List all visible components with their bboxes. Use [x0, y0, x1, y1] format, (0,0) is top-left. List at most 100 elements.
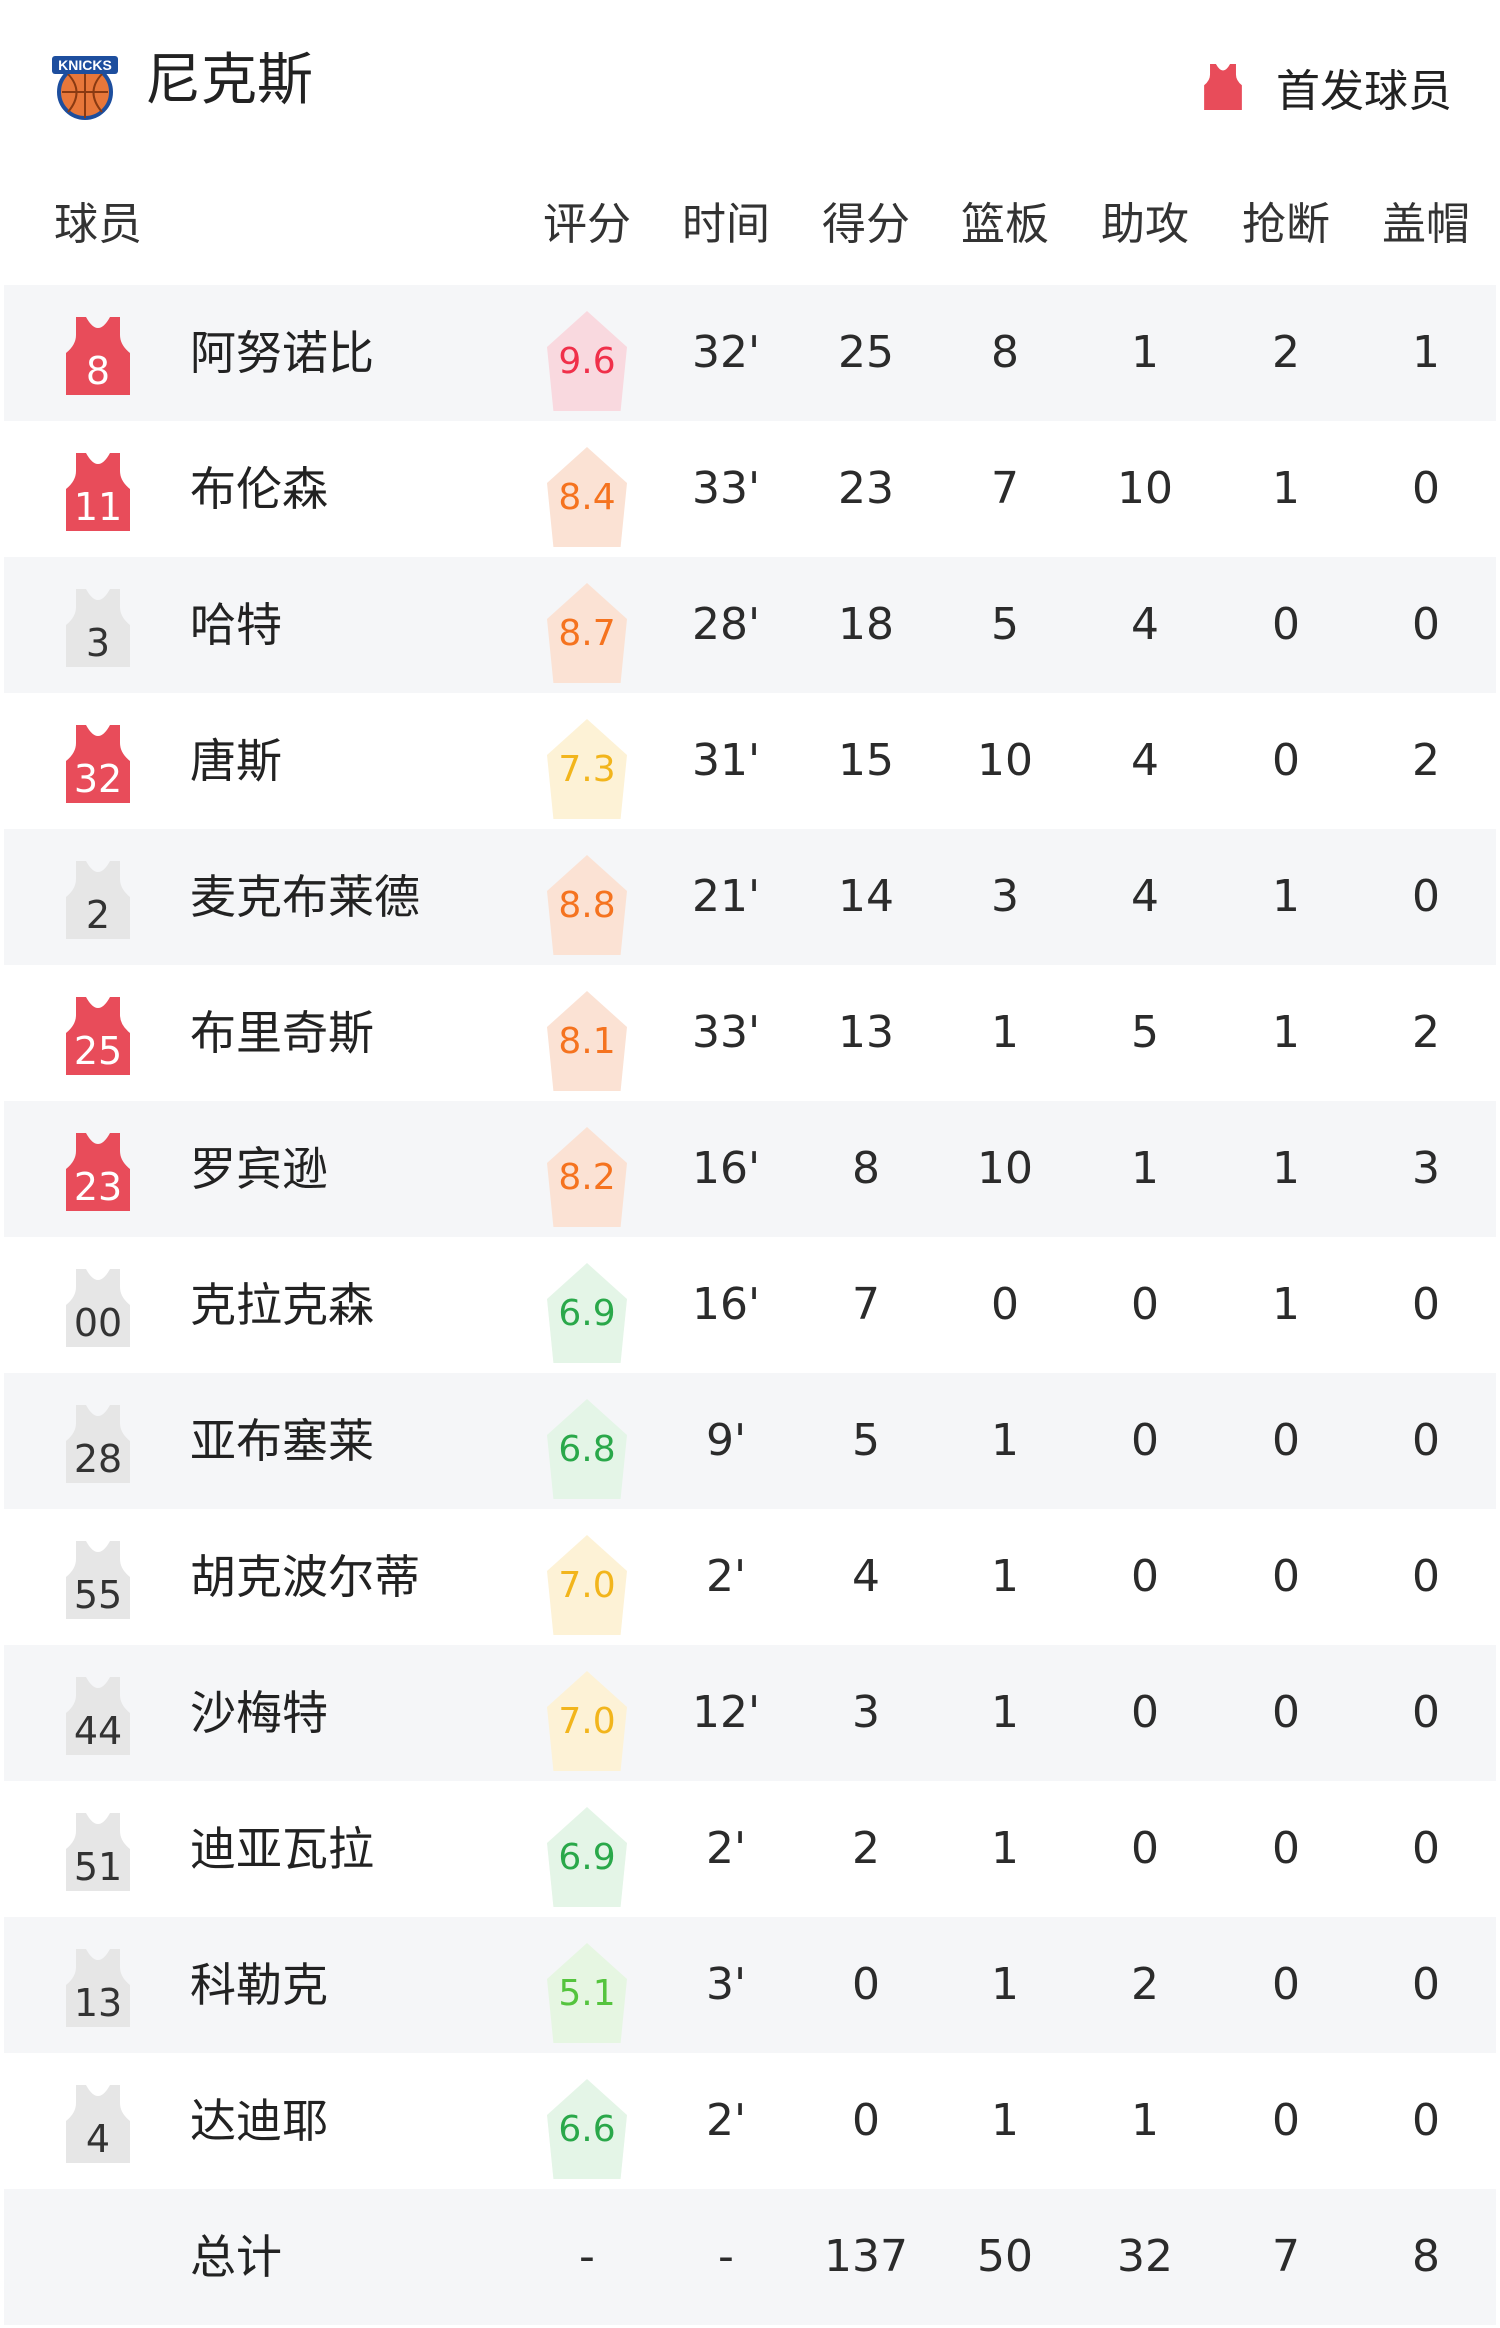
- jersey-icon: 11: [62, 453, 134, 531]
- stat-assists: 5: [1131, 1007, 1159, 1058]
- stat-steals: 1: [1272, 1279, 1300, 1330]
- jersey-number: 55: [73, 1573, 123, 1617]
- player-row[interactable]: 8 阿努诺比 9.6 32' 25 8 1 2 1: [4, 285, 1496, 421]
- rating-badge: 7.0: [547, 1671, 627, 1771]
- jersey-icon: 32: [62, 725, 134, 803]
- stat-blocks: 0: [1412, 1959, 1440, 2010]
- stat-points: 2: [852, 1823, 880, 1874]
- total-assists: 32: [1117, 2231, 1173, 2282]
- total-rating: -: [579, 2231, 595, 2282]
- player-name[interactable]: 哈特: [190, 598, 282, 652]
- jersey-icon: 51: [62, 1813, 134, 1891]
- header-time[interactable]: 时间: [682, 199, 770, 250]
- stat-points: 13: [838, 1007, 894, 1058]
- player-row[interactable]: 00 克拉克森 6.9 16' 7 0 0 1 0: [4, 1237, 1496, 1373]
- stat-blocks: 0: [1412, 871, 1440, 922]
- header-assists[interactable]: 助攻: [1101, 199, 1189, 250]
- player-name[interactable]: 科勒克: [190, 1958, 328, 2012]
- rating-badge: 6.6: [547, 2079, 627, 2179]
- stat-steals: 0: [1272, 1687, 1300, 1738]
- stat-steals: 2: [1272, 327, 1300, 378]
- player-name[interactable]: 亚布塞莱: [190, 1414, 374, 1468]
- stat-time: 2': [705, 1823, 747, 1874]
- total-rebounds: 50: [977, 2231, 1033, 2282]
- stat-time: 28': [691, 599, 761, 650]
- player-row[interactable]: 55 胡克波尔蒂 7.0 2' 4 1 0 0 0: [4, 1509, 1496, 1645]
- jersey-icon: [1204, 64, 1242, 110]
- stat-time: 2': [705, 2095, 747, 2146]
- player-name[interactable]: 布伦森: [190, 462, 328, 516]
- header-points[interactable]: 得分: [822, 199, 910, 250]
- stat-blocks: 0: [1412, 1551, 1440, 1602]
- stat-time: 9': [705, 1415, 747, 1466]
- player-row[interactable]: 13 科勒克 5.1 3' 0 1 2 0 0: [4, 1917, 1496, 2053]
- rating-badge: 5.1: [547, 1943, 627, 2043]
- header-blocks[interactable]: 盖帽: [1382, 199, 1470, 250]
- stat-steals: 0: [1272, 735, 1300, 786]
- header-steals[interactable]: 抢断: [1242, 199, 1330, 250]
- stat-rebounds: 0: [991, 1279, 1019, 1330]
- player-name[interactable]: 达迪耶: [190, 2094, 328, 2148]
- stat-blocks: 0: [1412, 1823, 1440, 1874]
- jersey-number: 4: [85, 2117, 111, 2161]
- stat-assists: 4: [1131, 871, 1159, 922]
- stat-assists: 0: [1131, 1551, 1159, 1602]
- player-row[interactable]: 28 亚布塞莱 6.8 9' 5 1 0 0 0: [4, 1373, 1496, 1509]
- stat-time: 16': [691, 1143, 761, 1194]
- jersey-icon: 2: [62, 861, 134, 939]
- stat-points: 8: [852, 1143, 880, 1194]
- stat-rebounds: 10: [977, 1143, 1033, 1194]
- stat-assists: 4: [1131, 599, 1159, 650]
- team-name: 尼克斯: [145, 48, 313, 113]
- player-row[interactable]: 25 布里奇斯 8.1 33' 13 1 5 1 2: [4, 965, 1496, 1101]
- jersey-icon: 44: [62, 1677, 134, 1755]
- stat-steals: 0: [1272, 1415, 1300, 1466]
- player-row[interactable]: 2 麦克布莱德 8.8 21' 14 3 4 1 0: [4, 829, 1496, 965]
- header-player: 球员: [54, 199, 142, 250]
- jersey-number: 2: [85, 893, 111, 937]
- stat-points: 3: [852, 1687, 880, 1738]
- total-steals: 7: [1272, 2231, 1300, 2282]
- player-row[interactable]: 3 哈特 8.7 28' 18 5 4 0 0: [4, 557, 1496, 693]
- jersey-number: 28: [73, 1437, 123, 1481]
- player-row[interactable]: 44 沙梅特 7.0 12' 3 1 0 0 0: [4, 1645, 1496, 1781]
- stat-rebounds: 5: [991, 599, 1019, 650]
- rating-badge: 8.4: [547, 447, 627, 547]
- player-name[interactable]: 布里奇斯: [190, 1006, 374, 1060]
- player-name[interactable]: 麦克布莱德: [190, 870, 420, 924]
- jersey-icon: 3: [62, 589, 134, 667]
- stat-rebounds: 1: [991, 1823, 1019, 1874]
- stat-rebounds: 1: [991, 1415, 1019, 1466]
- player-row[interactable]: 11 布伦森 8.4 33' 23 7 10 1 0: [4, 421, 1496, 557]
- player-name[interactable]: 罗宾逊: [190, 1142, 328, 1196]
- player-name[interactable]: 克拉克森: [190, 1278, 374, 1332]
- header-rebounds[interactable]: 篮板: [961, 199, 1049, 250]
- stat-steals: 0: [1272, 1823, 1300, 1874]
- player-name[interactable]: 唐斯: [190, 734, 282, 788]
- stat-assists: 0: [1131, 1823, 1159, 1874]
- stat-blocks: 2: [1412, 735, 1440, 786]
- player-row[interactable]: 23 罗宾逊 8.2 16' 8 10 1 1 3: [4, 1101, 1496, 1237]
- jersey-icon: 4: [62, 2085, 134, 2163]
- total-blocks: 8: [1412, 2231, 1440, 2282]
- jersey-number: 51: [73, 1845, 123, 1889]
- header-rating[interactable]: 评分: [543, 199, 631, 250]
- stat-blocks: 0: [1412, 599, 1440, 650]
- jersey-icon: 8: [62, 317, 134, 395]
- rating-badge: 6.8: [547, 1399, 627, 1499]
- stat-assists: 0: [1131, 1279, 1159, 1330]
- player-row[interactable]: 32 唐斯 7.3 31' 15 10 4 0 2: [4, 693, 1496, 829]
- stat-time: 32': [691, 327, 761, 378]
- player-name[interactable]: 阿努诺比: [190, 326, 374, 380]
- player-row[interactable]: 4 达迪耶 6.6 2' 0 1 1 0 0: [4, 2053, 1496, 2189]
- stat-assists: 1: [1131, 2095, 1159, 2146]
- player-name[interactable]: 胡克波尔蒂: [190, 1550, 420, 1604]
- player-name[interactable]: 迪亚瓦拉: [190, 1822, 374, 1876]
- stat-blocks: 0: [1412, 463, 1440, 514]
- stat-points: 4: [852, 1551, 880, 1602]
- legend-label: 首发球员: [1276, 66, 1452, 117]
- stat-steals: 0: [1272, 2095, 1300, 2146]
- player-row[interactable]: 51 迪亚瓦拉 6.9 2' 2 1 0 0 0: [4, 1781, 1496, 1917]
- player-name[interactable]: 沙梅特: [190, 1686, 328, 1740]
- stat-blocks: 1: [1412, 327, 1440, 378]
